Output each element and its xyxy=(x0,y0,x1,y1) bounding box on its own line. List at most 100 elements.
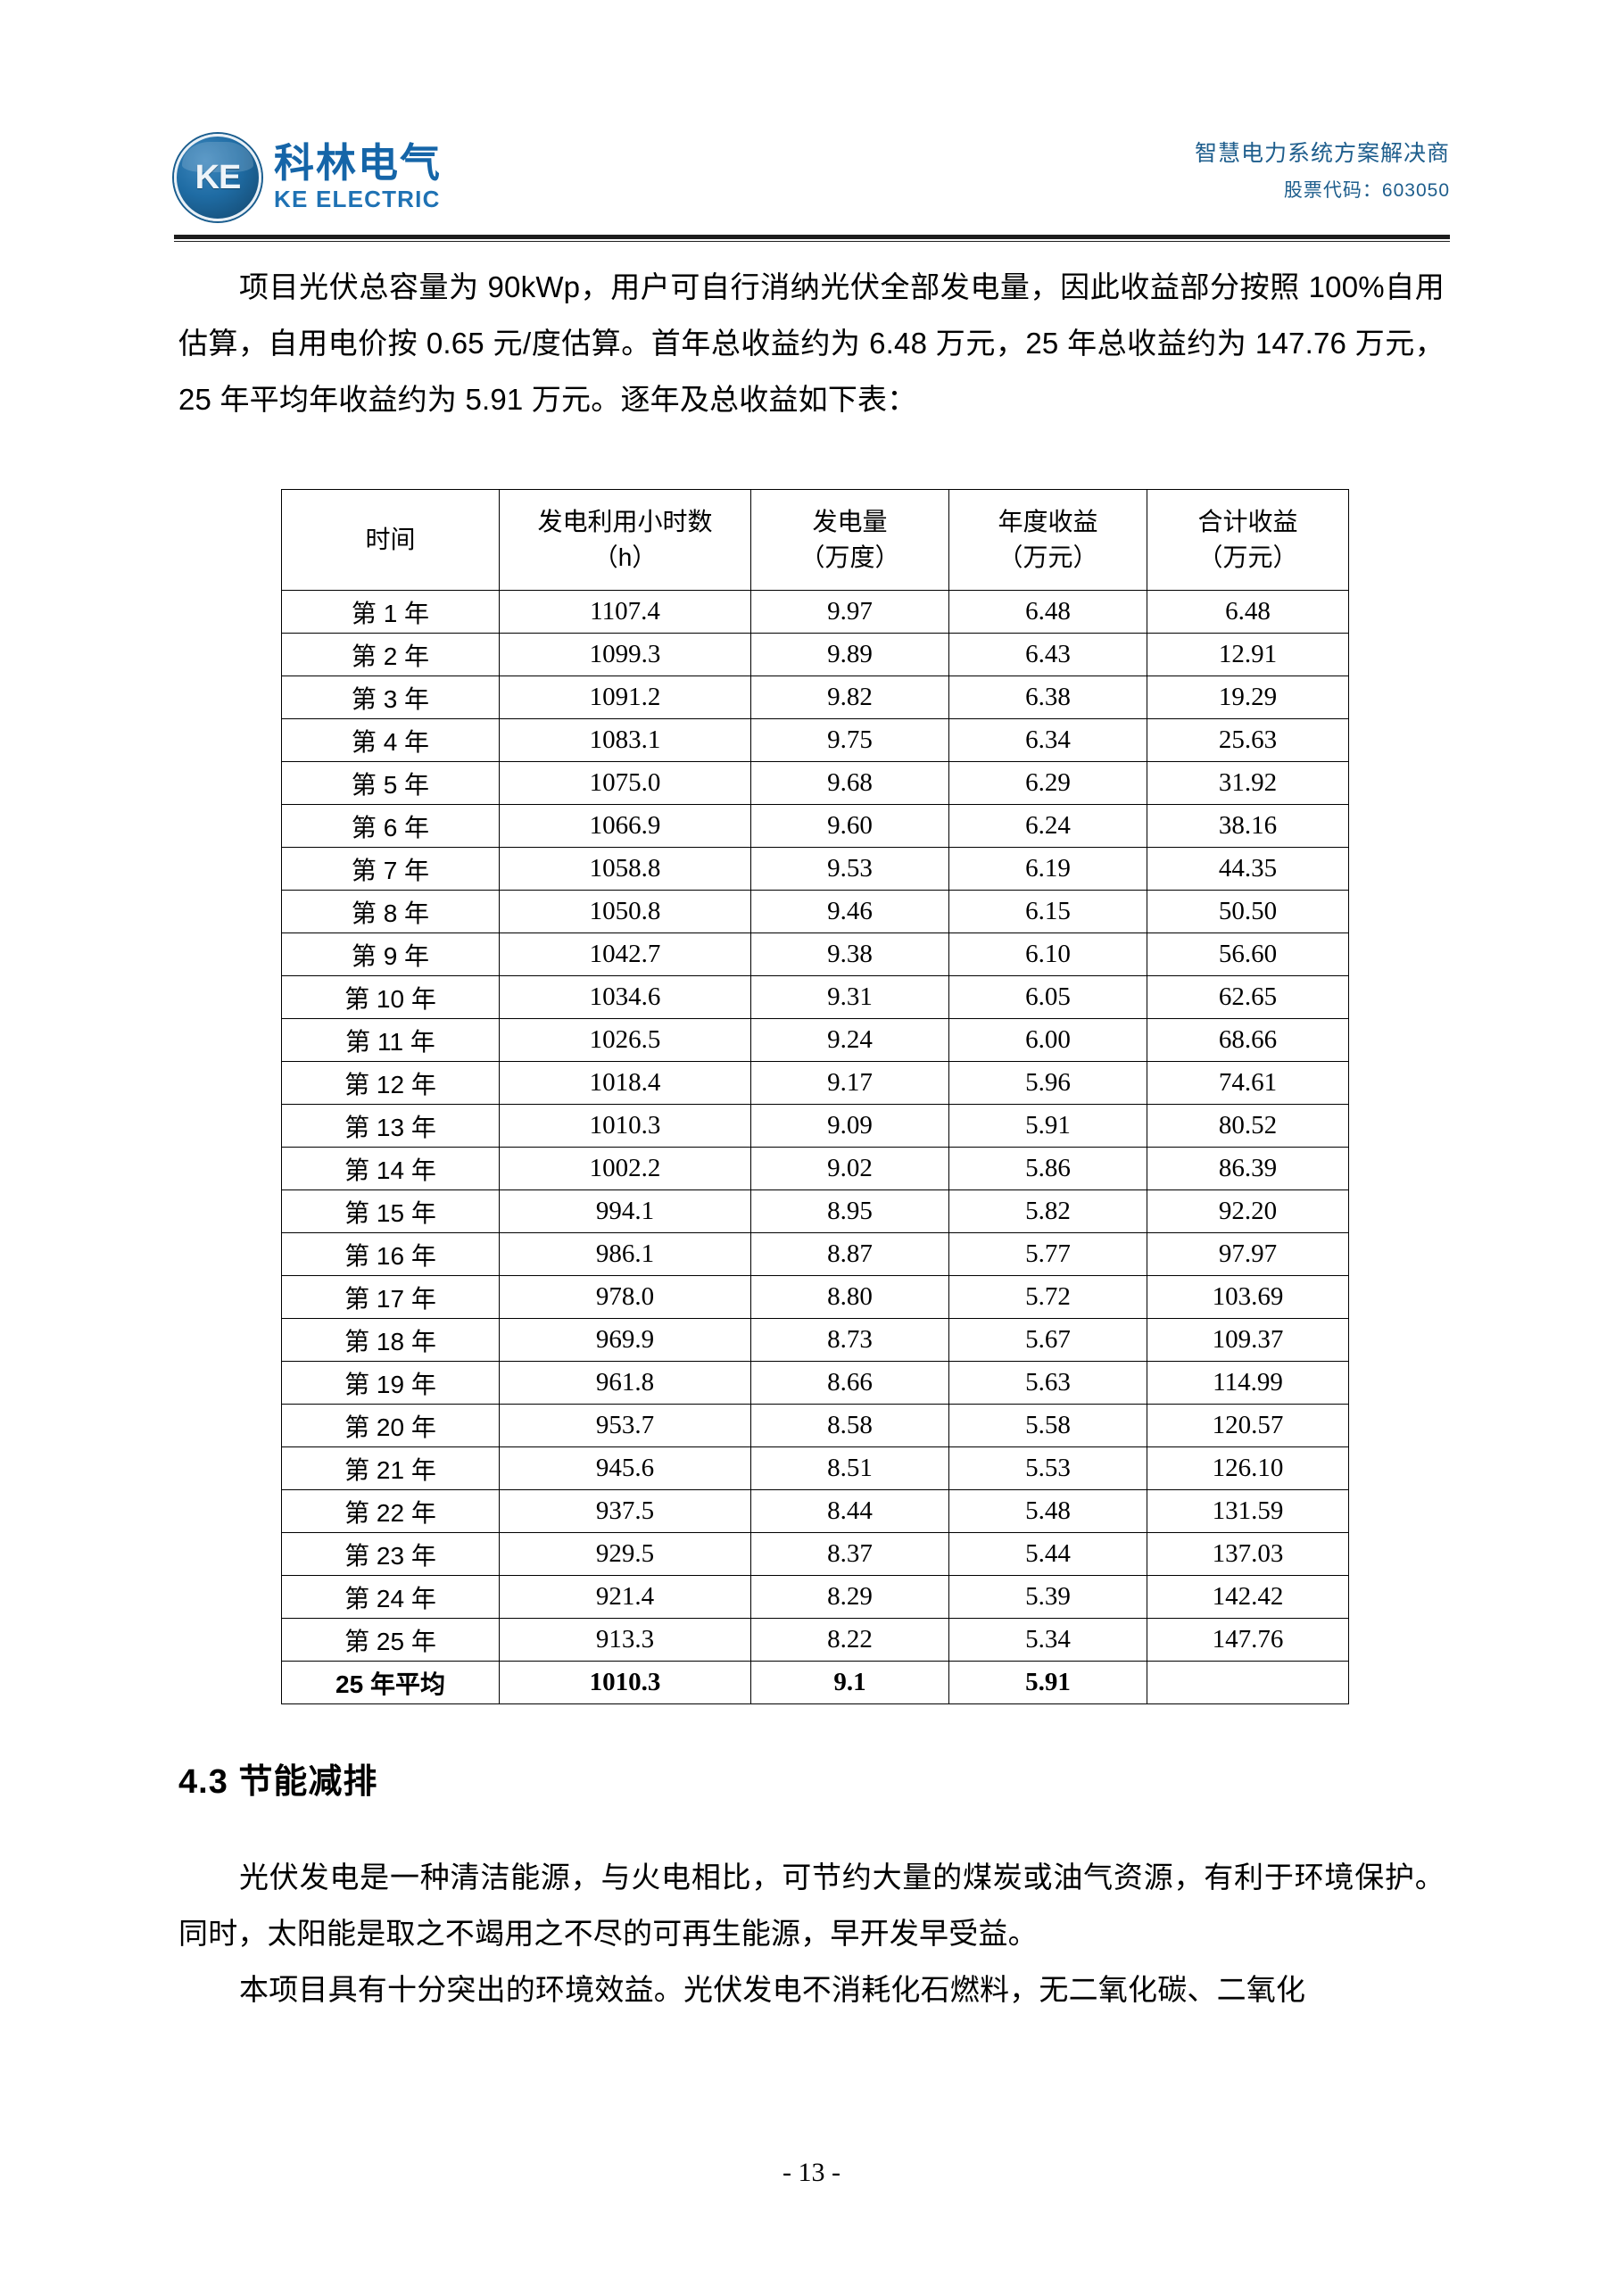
row-value-cell: 12.91 xyxy=(1147,633,1349,676)
row-value-cell: 6.15 xyxy=(948,890,1147,933)
row-value-cell: 80.52 xyxy=(1147,1104,1349,1148)
table-row: 第 13 年 1010.3 9.09 5.91 80.52 xyxy=(281,1104,1349,1148)
row-label-cell: 第 8 年 xyxy=(281,890,500,933)
row-value-cell: 6.10 xyxy=(948,932,1147,976)
table-row: 第 2 年 1099.3 9.89 6.43 12.91 xyxy=(281,633,1349,676)
column-header-time: 时间 xyxy=(281,489,500,591)
row-value-cell: 945.6 xyxy=(499,1446,751,1490)
row-value-cell: 8.87 xyxy=(750,1232,949,1276)
row-label-cell: 第 17 年 xyxy=(281,1275,500,1319)
table-row: 第 14 年 1002.2 9.02 5.86 86.39 xyxy=(281,1147,1349,1190)
row-value-cell: 56.60 xyxy=(1147,932,1349,976)
row-value-cell: 9.89 xyxy=(750,633,949,676)
row-label-cell: 25 年平均 xyxy=(281,1661,500,1704)
row-value-cell: 5.58 xyxy=(948,1404,1147,1447)
row-value-cell: 6.38 xyxy=(948,676,1147,719)
row-value-cell: 9.17 xyxy=(750,1061,949,1105)
row-value-cell: 8.51 xyxy=(750,1446,949,1490)
row-value-cell: 9.24 xyxy=(750,1018,949,1062)
row-value-cell: 5.96 xyxy=(948,1061,1147,1105)
row-value-cell: 120.57 xyxy=(1147,1404,1349,1447)
table-head: 时间 发电利用小时数 （h） 发电量 （万度） 年度收益 （万元） xyxy=(281,489,1349,591)
row-value-cell: 1002.2 xyxy=(499,1147,751,1190)
column-header-generation: 发电量 （万度） xyxy=(750,489,949,591)
row-label-cell: 第 14 年 xyxy=(281,1147,500,1190)
row-value-cell: 8.58 xyxy=(750,1404,949,1447)
row-value-cell: 109.37 xyxy=(1147,1318,1349,1362)
row-value-cell: 9.97 xyxy=(750,590,949,634)
column-title: 时间 xyxy=(365,526,416,553)
section-heading-4-3: 4.3 节能减排 xyxy=(178,1763,378,1801)
row-value-cell: 937.5 xyxy=(499,1489,751,1533)
row-label-cell: 第 3 年 xyxy=(281,676,500,719)
table-row: 第 7 年 1058.8 9.53 6.19 44.35 xyxy=(281,847,1349,891)
row-value-cell: 921.4 xyxy=(499,1575,751,1619)
row-value-cell: 6.24 xyxy=(948,804,1147,848)
intro-paragraph: 项目光伏总容量为 90kWp，用户可自行消纳光伏全部发电量，因此收益部分按照 1… xyxy=(178,270,1445,416)
row-value-cell: 50.50 xyxy=(1147,890,1349,933)
row-value-cell: 142.42 xyxy=(1147,1575,1349,1619)
row-value-cell: 6.19 xyxy=(948,847,1147,891)
column-unit: （万元） xyxy=(998,543,1098,571)
row-value-cell: 929.5 xyxy=(499,1532,751,1576)
row-value-cell: 1018.4 xyxy=(499,1061,751,1105)
brand-text-block: 科林电气 KE ELECTRIC xyxy=(274,139,443,214)
column-header-annual-revenue: 年度收益 （万元） xyxy=(948,489,1147,591)
row-label-cell: 第 13 年 xyxy=(281,1104,500,1148)
column-unit: （h） xyxy=(592,543,658,571)
table-row: 第 9 年 1042.7 9.38 6.10 56.60 xyxy=(281,932,1349,976)
row-value-cell: 5.63 xyxy=(948,1361,1147,1405)
row-value-cell: 6.00 xyxy=(948,1018,1147,1062)
row-value-cell: 5.39 xyxy=(948,1575,1147,1619)
table-row: 第 19 年 961.8 8.66 5.63 114.99 xyxy=(281,1361,1349,1405)
row-value-cell: 1010.3 xyxy=(499,1104,751,1148)
row-value-cell: 5.91 xyxy=(948,1661,1147,1704)
table-row: 第 22 年 937.5 8.44 5.48 131.59 xyxy=(281,1489,1349,1533)
row-value-cell: 1066.9 xyxy=(499,804,751,848)
row-value-cell: 1010.3 xyxy=(499,1661,751,1704)
row-value-cell: 1091.2 xyxy=(499,676,751,719)
row-value-cell: 1099.3 xyxy=(499,633,751,676)
section-paragraph-2: 本项目具有十分突出的环境效益。光伏发电不消耗化石燃料，无二氧化碳、二氧化 xyxy=(239,1973,1306,2006)
row-value-cell: 38.16 xyxy=(1147,804,1349,848)
row-value-cell: 986.1 xyxy=(499,1232,751,1276)
row-label-cell: 第 23 年 xyxy=(281,1532,500,1576)
row-value-cell: 1050.8 xyxy=(499,890,751,933)
column-title: 发电利用小时数 xyxy=(537,508,713,535)
row-value-cell: 1075.0 xyxy=(499,761,751,805)
header-right-block: 智慧电力系统方案解决商 股票代码：603050 xyxy=(1195,137,1450,205)
row-value-cell: 5.72 xyxy=(948,1275,1147,1319)
row-label-cell: 第 20 年 xyxy=(281,1404,500,1447)
row-label-cell: 第 15 年 xyxy=(281,1189,500,1233)
table-row: 第 10 年 1034.6 9.31 6.05 62.65 xyxy=(281,975,1349,1019)
row-value-cell: 74.61 xyxy=(1147,1061,1349,1105)
row-value-cell: 913.3 xyxy=(499,1618,751,1662)
table-summary-row: 25 年平均 1010.3 9.1 5.91 xyxy=(281,1661,1349,1704)
row-label-cell: 第 19 年 xyxy=(281,1361,500,1405)
table-row: 第 8 年 1050.8 9.46 6.15 50.50 xyxy=(281,890,1349,933)
table-row: 第 17 年 978.0 8.80 5.72 103.69 xyxy=(281,1275,1349,1319)
row-value-cell: 978.0 xyxy=(499,1275,751,1319)
header-divider xyxy=(174,235,1450,242)
row-value-cell: 137.03 xyxy=(1147,1532,1349,1576)
row-value-cell: 19.29 xyxy=(1147,676,1349,719)
row-label-cell: 第 12 年 xyxy=(281,1061,500,1105)
column-unit: （万元） xyxy=(1197,543,1298,571)
row-value-cell: 114.99 xyxy=(1147,1361,1349,1405)
row-label-cell: 第 25 年 xyxy=(281,1618,500,1662)
row-label-cell: 第 10 年 xyxy=(281,975,500,1019)
row-label-cell: 第 11 年 xyxy=(281,1018,500,1062)
row-label-cell: 第 2 年 xyxy=(281,633,500,676)
table-row: 第 6 年 1066.9 9.60 6.24 38.16 xyxy=(281,804,1349,848)
row-value-cell: 5.67 xyxy=(948,1318,1147,1362)
row-value-cell: 5.86 xyxy=(948,1147,1147,1190)
row-value-cell: 9.1 xyxy=(750,1661,949,1704)
brand-name-en: KE ELECTRIC xyxy=(274,186,441,213)
revenue-table-container: 时间 发电利用小时数 （h） 发电量 （万度） 年度收益 （万元） xyxy=(281,489,1349,1704)
table-row: 第 24 年 921.4 8.29 5.39 142.42 xyxy=(281,1575,1349,1619)
row-value-cell: 62.65 xyxy=(1147,975,1349,1019)
company-logo: KE 科林电气 KE ELECTRIC xyxy=(174,134,442,221)
row-value-cell: 5.82 xyxy=(948,1189,1147,1233)
row-value-cell: 1042.7 xyxy=(499,932,751,976)
brand-name-cn: 科林电气 xyxy=(274,139,443,186)
